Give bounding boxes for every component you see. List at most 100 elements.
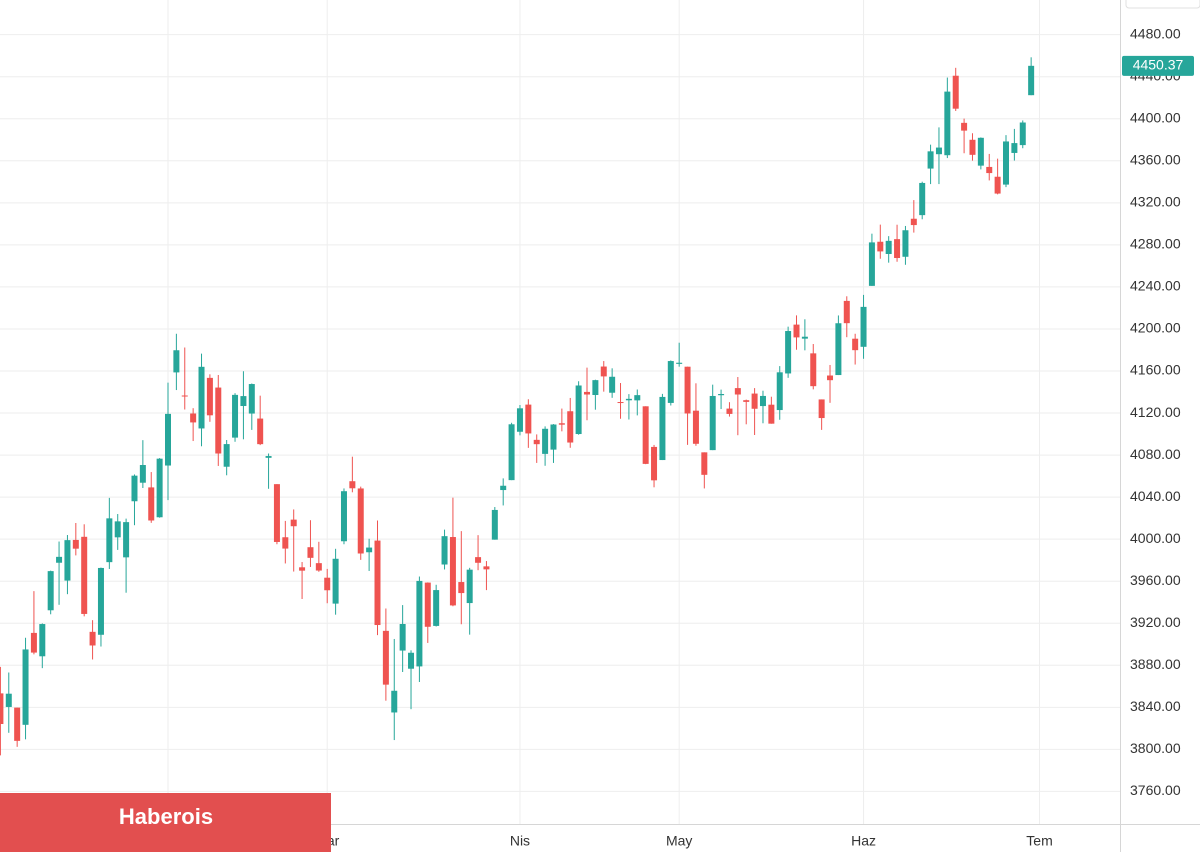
candle-body [433,590,440,626]
candle-body [709,395,716,451]
candle-body [969,139,976,155]
y-tick-label: 4480.00 [1130,25,1181,41]
candle-body [1011,143,1018,153]
axes: 3760.00 3800.00 3840.00 3880.00 3920.00 3960.… [0,25,1194,849]
candle-body [743,400,750,402]
y-tick-label: 3840.00 [1130,698,1181,714]
x-tick-label: Tem [1026,833,1052,849]
candle-body [173,350,180,373]
candle-body [282,537,289,549]
candle-body [667,361,674,403]
y-tick-label: 4240.00 [1130,278,1181,294]
candle-body [734,388,741,395]
candle-body [952,75,959,109]
candle-body [64,540,71,581]
y-tick-label: 4040.00 [1130,488,1181,504]
candle-body [340,491,347,542]
candle-body [919,182,926,216]
candle-body [542,428,549,454]
candle-body [123,522,130,558]
candle-body [718,394,725,396]
candle-body [139,465,146,483]
candle-body [89,631,96,646]
candles [0,57,1035,756]
candle-body [357,488,364,554]
candle-body [148,487,155,521]
candle-body [0,693,4,725]
candle-body [30,632,37,653]
candle-body [299,567,306,571]
candle-body [273,484,280,542]
x-tick-label: May [666,833,692,849]
candle-body [198,366,205,429]
candle-body [290,519,297,527]
candle-body [156,458,163,518]
candle-body [1028,65,1035,96]
y-tick-label: 4080.00 [1130,446,1181,462]
candle-body [776,372,783,411]
candle-body [852,338,859,351]
candle-body [466,569,473,604]
candle-body [374,540,381,626]
y-tick-label: 4320.00 [1130,194,1181,210]
candle-body [1019,122,1026,146]
candle-body [977,137,984,166]
candle-body [106,518,113,563]
candle-body [248,384,255,414]
candle-body [206,377,213,416]
x-tick-label: Haz [851,833,876,849]
candle-body [625,398,632,401]
candle-body [558,423,565,425]
candle-body [382,630,389,685]
candle-body [860,306,867,347]
candle-body [751,393,758,409]
candle-body [877,241,884,252]
candle-body [165,413,171,466]
candle-body [131,475,138,502]
candle-body [843,300,850,324]
axis-button[interactable] [1125,0,1200,9]
candle-body [39,624,46,657]
candle-body [894,239,901,259]
candle-body [81,536,88,614]
candle-body [22,649,29,725]
candle-body [232,394,239,438]
candle-body [97,567,104,635]
candle-body [600,366,607,377]
candle-body [910,218,917,226]
candle-body [483,566,490,570]
candle-body [550,424,557,450]
y-tick-label: 3800.00 [1130,740,1181,756]
candle-body [659,396,666,461]
candle-body [759,395,766,407]
candle-body [181,395,188,397]
candle-body [768,404,775,424]
y-tick-label: 4400.00 [1130,109,1181,125]
candle-body [592,380,599,396]
candle-body [868,242,875,286]
y-tick-label: 4160.00 [1130,362,1181,378]
candle-body [801,336,808,339]
candle-body [72,539,79,549]
candle-body [944,91,951,156]
candle-body [458,582,465,594]
candle-body [265,456,272,458]
candle-body [1003,141,1009,185]
y-tick-label: 3760.00 [1130,782,1181,798]
candle-body [525,404,532,434]
y-tick-label: 3920.00 [1130,614,1181,630]
x-tick-label: Nis [510,833,530,849]
candle-body [332,558,339,604]
watermark: Haberois [119,804,213,829]
last-price-label: 4450.37 [1133,57,1184,73]
candle-body [584,391,590,395]
y-tick-label: 4280.00 [1130,236,1181,252]
candle-body [475,557,482,563]
candle-body [961,122,968,131]
candle-body [56,556,63,563]
candle-body [642,406,649,464]
y-tick-label: 3960.00 [1130,572,1181,588]
candle-body [14,707,21,741]
